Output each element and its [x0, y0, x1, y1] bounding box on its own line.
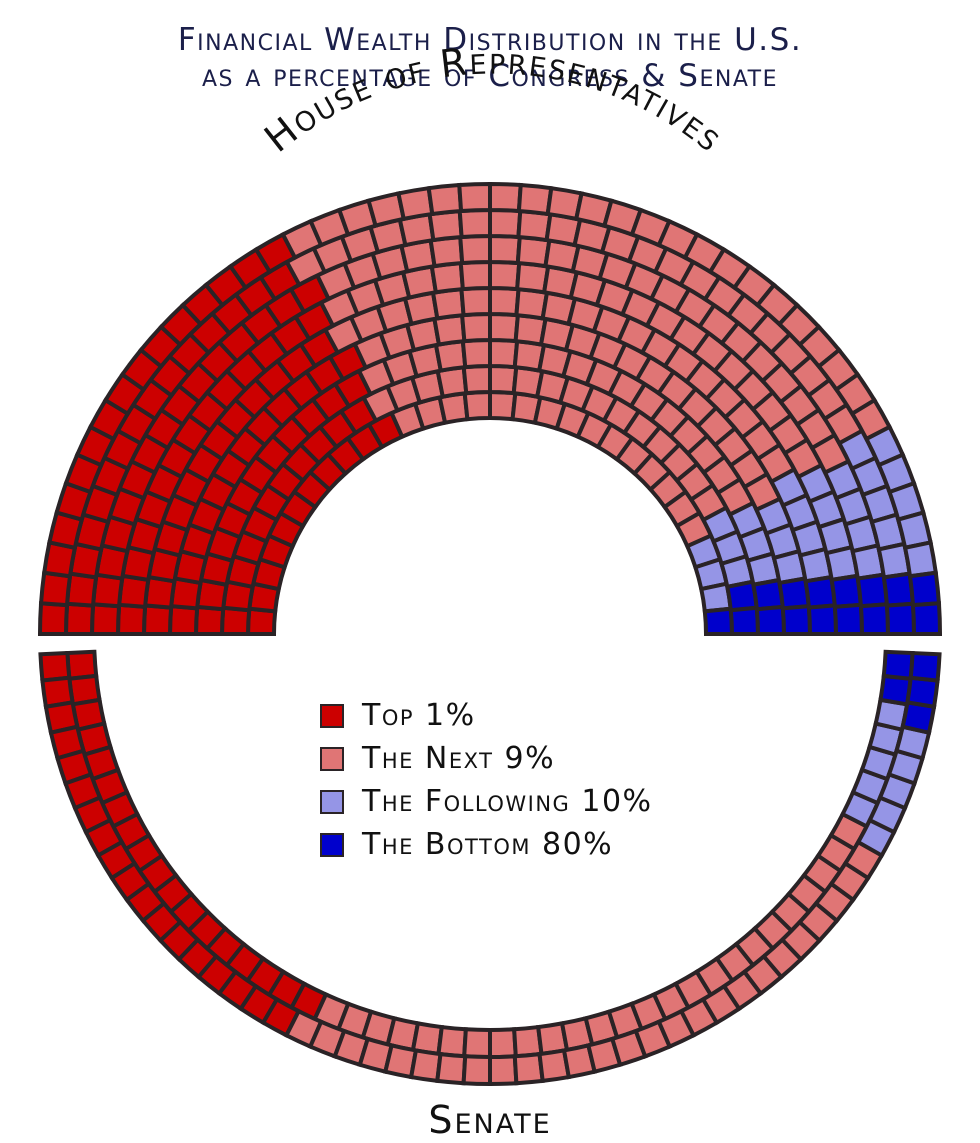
house-seat-next-9	[488, 181, 523, 214]
legend-label: The Bottom 80%	[362, 827, 614, 862]
house-seat-next-9	[459, 285, 492, 318]
house-seat-next-9	[457, 181, 492, 214]
senate-seat-bottom-80	[905, 675, 940, 710]
house-seat-next-9	[488, 233, 522, 266]
senate-seat-next-9	[435, 1051, 468, 1086]
legend-item: The Following 10%	[320, 780, 653, 823]
house-seat-bottom-80	[858, 602, 891, 636]
legend-swatch-following-10	[320, 789, 344, 814]
senate-seat-next-9	[488, 1054, 519, 1087]
senate-seats	[38, 649, 942, 1087]
house-seat-bottom-80	[728, 605, 761, 636]
house-seat-next-9	[461, 363, 492, 396]
house-seat-next-9	[458, 233, 492, 266]
legend-item: The Bottom 80%	[320, 823, 653, 866]
house-label: House of Representatives	[256, 38, 732, 160]
house-seat-next-9	[426, 182, 464, 217]
house-seat-top-1	[63, 601, 96, 636]
senate-label: Senate	[428, 1098, 551, 1142]
house-seat-bottom-80	[702, 606, 735, 636]
house-seat-top-1	[193, 604, 226, 636]
legend-label: The Following 10%	[362, 784, 653, 819]
legend-swatch-bottom-80	[320, 832, 344, 857]
senate-seat-next-9	[461, 1054, 492, 1087]
legend-item: The Next 9%	[320, 737, 653, 780]
house-seat-bottom-80	[910, 601, 943, 636]
house-seat-top-1	[89, 602, 122, 636]
house-seat-next-9	[458, 259, 492, 292]
house-seat-top-1	[37, 601, 70, 636]
legend-item: Top 1%	[320, 694, 653, 737]
house-seat-next-9	[488, 207, 523, 240]
house-seat-next-9	[462, 389, 492, 422]
house-seat-next-9	[460, 337, 492, 370]
chart-title-line-1: Financial Wealth Distribution in the U.S…	[177, 22, 803, 58]
house-seat-top-1	[167, 603, 200, 636]
legend: Top 1% The Next 9% The Following 10% The…	[320, 694, 653, 866]
house-seats	[37, 181, 943, 636]
house-seat-next-9	[459, 311, 492, 344]
senate-seat-next-9	[488, 1027, 518, 1060]
house-seat-next-9	[457, 207, 492, 240]
house-label-text: House of Representatives	[256, 38, 730, 160]
house-seat-bottom-80	[907, 570, 942, 608]
house-seat-top-1	[141, 603, 174, 636]
house-seat-next-9	[488, 311, 521, 344]
chart-title-line-2: as a percentage of Congress & Senate	[201, 58, 779, 94]
house-seat-next-9	[488, 285, 521, 318]
house-seat-bottom-80	[806, 603, 839, 636]
legend-swatch-next-9	[320, 746, 344, 771]
senate-seat-next-9	[436, 1024, 468, 1059]
senate-seat-bottom-80	[908, 650, 942, 683]
house-seat-bottom-80	[754, 604, 787, 636]
senate-seat-next-9	[462, 1027, 492, 1060]
house-seat-next-9	[396, 185, 435, 222]
house-seat-next-9	[488, 259, 522, 292]
house-seat-next-9	[488, 337, 520, 370]
senate-seat-bottom-80	[881, 649, 915, 681]
house-seat-following-10	[902, 540, 939, 579]
legend-label: The Next 9%	[362, 741, 556, 776]
house-seat-bottom-80	[780, 603, 813, 636]
legend-label: Top 1%	[362, 698, 476, 733]
house-seat-top-1	[115, 602, 148, 636]
house-seat-bottom-80	[832, 602, 865, 636]
legend-swatch-top-1	[320, 703, 344, 728]
house-seat-bottom-80	[884, 601, 917, 636]
